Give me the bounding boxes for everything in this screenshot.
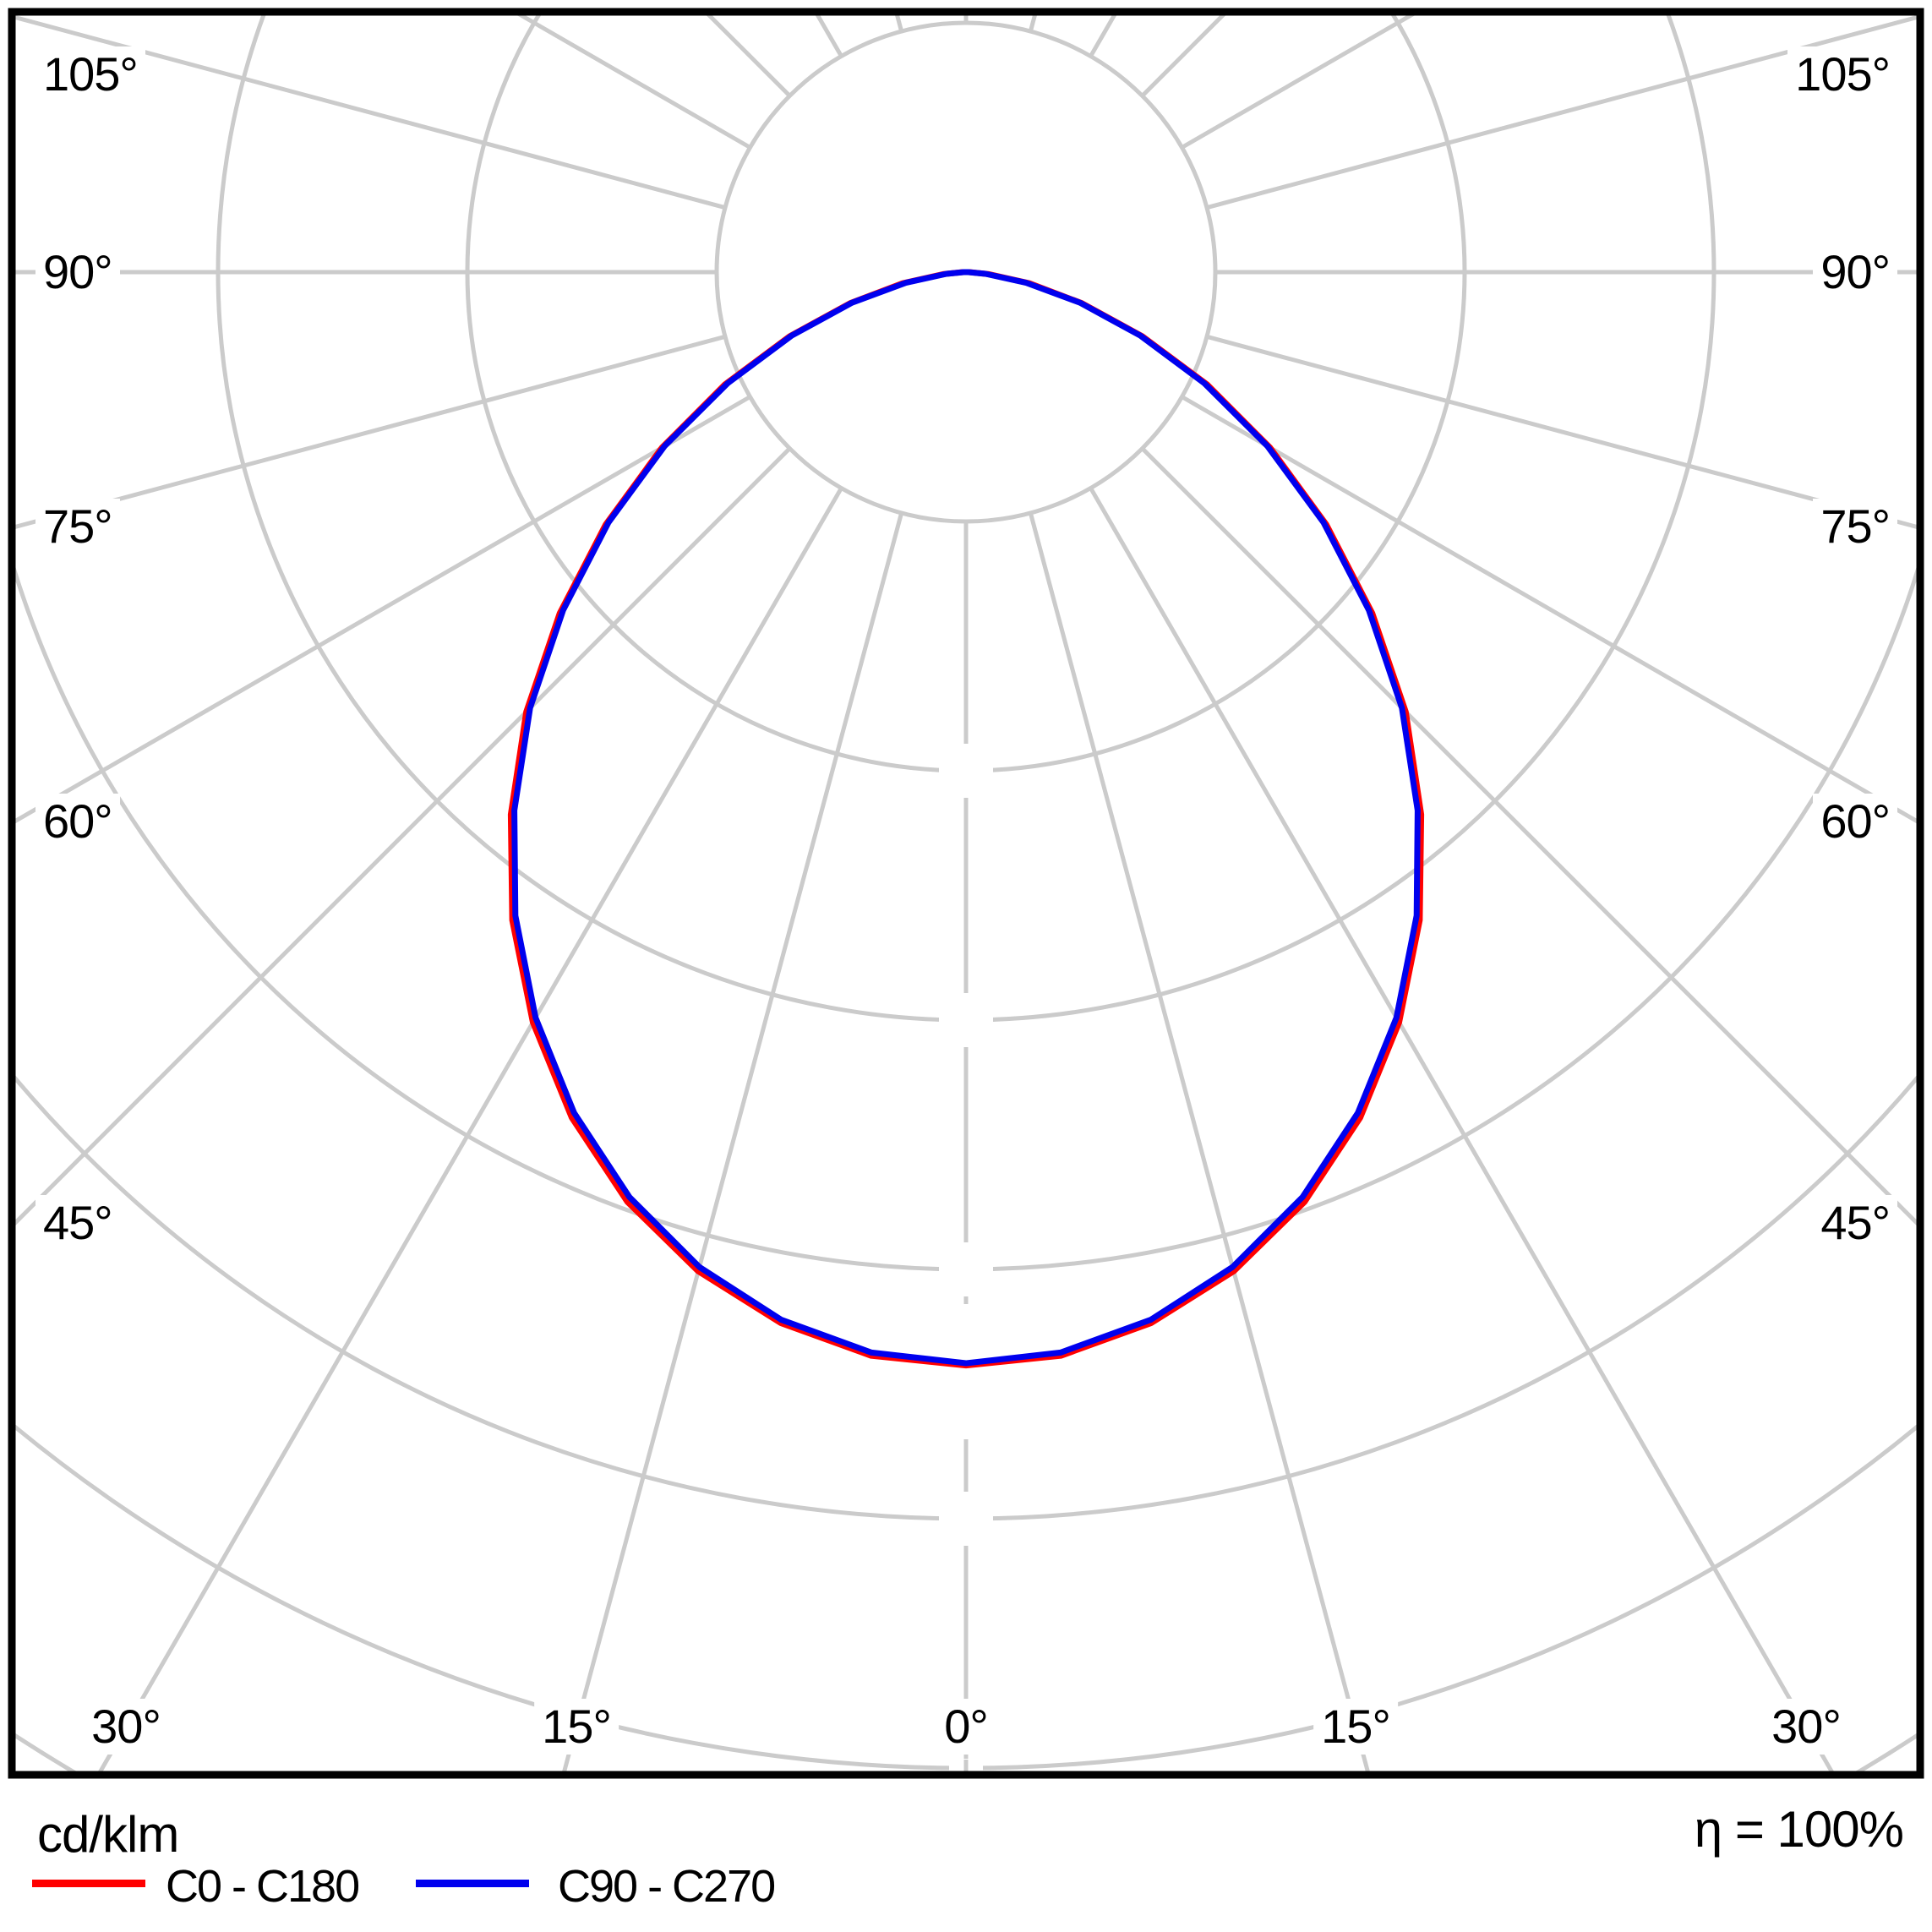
angle-label-bottom-1-15: 15° xyxy=(534,1699,619,1755)
angle-label-left-45: 45° xyxy=(35,1195,120,1251)
curve-C90-C270 xyxy=(511,269,1421,1367)
angle-label-bottom-4-30: 30° xyxy=(1764,1699,1848,1755)
angle-label-right-90: 90° xyxy=(1813,244,1897,300)
angle-label-bottom-0-30: 30° xyxy=(84,1699,168,1755)
angle-label-right-75: 75° xyxy=(1813,499,1897,554)
angle-label-bottom-2-0: 0° xyxy=(936,1699,996,1755)
angle-label-left-90: 90° xyxy=(35,244,120,300)
series-c90-label: C90 - C270 xyxy=(558,1861,776,1912)
angle-label-right-45: 45° xyxy=(1813,1195,1897,1251)
efficiency-label: η = 100% xyxy=(1694,1801,1904,1858)
angle-label-left-105: 105° xyxy=(35,46,145,102)
angle-label-left-60: 60° xyxy=(35,794,120,849)
angle-label-right-105: 105° xyxy=(1787,46,1897,102)
series-c0-swatch xyxy=(32,1880,145,1887)
series-c0-label: C0 - C180 xyxy=(166,1861,360,1912)
series-c90-swatch xyxy=(416,1880,529,1887)
units-label: cd/klm xyxy=(37,1806,179,1863)
angle-label-right-60: 60° xyxy=(1813,794,1897,849)
angle-label-bottom-3-15: 15° xyxy=(1313,1699,1398,1755)
angle-label-left-75: 75° xyxy=(35,499,120,554)
